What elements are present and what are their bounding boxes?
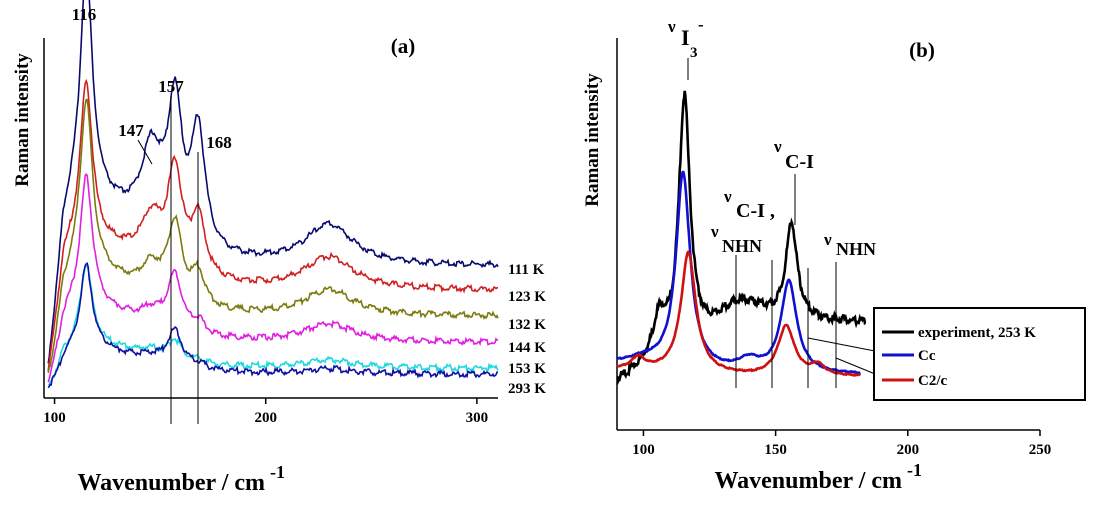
annot-nu-i3: ν — [667, 17, 676, 36]
series-line-123-k — [47, 78, 498, 372]
legend-label-experiment: experiment, 253 K — [918, 325, 1036, 341]
annot-i3-main: I — [681, 25, 690, 50]
series-line-144-k — [47, 173, 499, 383]
panel-b-legend: experiment, 253 K Cc C2/c — [873, 307, 1086, 401]
series-label-111k: 111 K — [508, 262, 545, 278]
peak-147-leader — [137, 139, 153, 165]
panel-a-x-label-exponent: -1 — [270, 462, 285, 482]
peak-label-116: 116 — [72, 5, 97, 24]
peak-label-157: 157 — [158, 77, 184, 96]
legend-leader-cc — [807, 337, 881, 353]
panel-a-series-labels: 111 K 123 K 132 K 144 K 153 K 293 K — [508, 262, 546, 397]
panel-b: 100 150 200 250 Raman intensity Wavenumber … — [582, 15, 1086, 494]
panel-a-series — [47, 0, 499, 389]
series-line-111-k — [47, 0, 499, 364]
annot-i3-sub: 3 — [690, 45, 698, 61]
peak-label-147: 147 — [118, 121, 144, 140]
panel-b-x-tick-label: 250 — [1029, 442, 1052, 458]
series-line-293-k — [47, 262, 499, 389]
annot-ci-left: C-I , — [736, 200, 775, 222]
series-line-experiment-253-k — [616, 90, 867, 386]
panel-a-x-label: Wavenumber / cm — [77, 470, 265, 496]
annot-nu-nhn-left: ν — [710, 222, 719, 241]
annot-ci-main: C-I — [785, 151, 814, 173]
annot-nu-nhn-right: ν — [823, 230, 832, 249]
annot-i3-sup: - — [698, 15, 704, 34]
panel-b-y-label: Raman intensity — [582, 73, 603, 207]
panel-a-x-ticks: 100 200 300 — [43, 398, 488, 426]
legend-label-c2c: C2/c — [918, 373, 948, 389]
panel-b-label: (b) — [909, 38, 935, 62]
annot-nhn-left: NHN — [722, 236, 762, 256]
panel-b-x-tick-label: 150 — [764, 442, 787, 458]
panel-b-x-label-exponent: -1 — [907, 460, 922, 480]
series-line-c2-c — [616, 250, 862, 378]
annot-nu-ci-left: ν — [723, 187, 732, 206]
panel-a-x-tick-label: 200 — [254, 410, 277, 426]
panel-b-x-tick-label: 200 — [897, 442, 920, 458]
series-line-132-k — [47, 98, 499, 374]
annot-nhn-right: NHN — [836, 239, 876, 259]
series-label-132k: 132 K — [508, 317, 546, 333]
legend-leader-c2c — [835, 357, 881, 377]
series-label-144k: 144 K — [508, 340, 546, 356]
series-label-293k: 293 K — [508, 381, 546, 397]
panel-b-series — [616, 90, 867, 386]
series-label-123k: 123 K — [508, 289, 546, 305]
panel-a-x-tick-label: 100 — [43, 410, 66, 426]
panel-b-x-label: Wavenumber / cm — [714, 468, 902, 494]
panel-b-x-tick-label: 100 — [632, 442, 655, 458]
series-label-153k: 153 K — [508, 361, 546, 377]
legend-label-cc: Cc — [918, 348, 936, 364]
peak-label-168: 168 — [206, 133, 232, 152]
panel-a-label: (a) — [391, 34, 416, 58]
series-line-153-k — [48, 265, 499, 386]
panel-b-x-ticks: 100 150 200 250 — [632, 430, 1051, 458]
series-line-cc — [616, 170, 862, 375]
panel-a-y-label: Raman intensity — [12, 53, 33, 187]
annot-nu-ci-main: ν — [773, 137, 782, 156]
panel-a: 100 200 300 Raman intensity Wavenumber / c… — [12, 0, 546, 496]
panel-a-x-tick-label: 300 — [466, 410, 489, 426]
